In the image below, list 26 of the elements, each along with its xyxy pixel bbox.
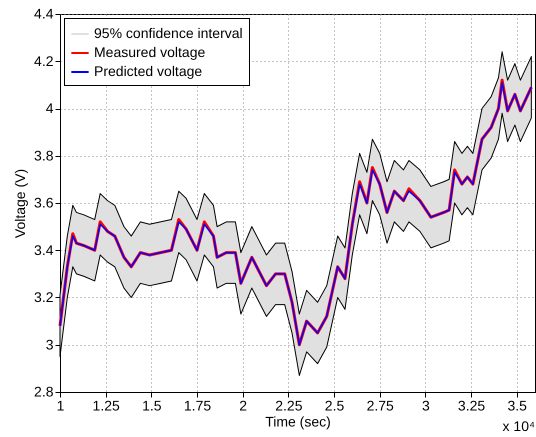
x-tick-label: 3 (422, 398, 430, 414)
y-tick-label: 3.4 (34, 242, 54, 258)
x-tick-label: 2.75 (366, 398, 394, 414)
y-tick-label: 3.8 (34, 147, 54, 164)
x-tick-label: 1.75 (184, 398, 212, 414)
x-tick-label: 3.5 (507, 398, 528, 414)
y-tick-label: 3 (46, 336, 54, 352)
y-tick-label: 3.6 (34, 194, 54, 210)
y-tick-label: 4 (46, 100, 54, 116)
y-tick-label: 4.2 (34, 52, 54, 69)
y-axis-title: Voltage (V) (12, 168, 28, 238)
y-tick-label: 3.2 (34, 289, 54, 305)
x-tick-label: 1 (56, 398, 65, 414)
x-tick-label: 1.25 (92, 398, 120, 414)
x-tick-label: 1.5 (142, 398, 162, 414)
x-tick-label: 2.25 (275, 398, 303, 414)
y-tick-label: 4.4 (34, 6, 54, 22)
x-tick-label: 3.25 (458, 398, 486, 414)
text: x 10⁴ (502, 418, 535, 434)
x-tick-label: 2 (239, 398, 248, 414)
y-tick-label: 2.8 (34, 384, 54, 400)
x-tick-label: 2.5 (324, 398, 344, 414)
legend-label: Predicted voltage (94, 63, 202, 79)
x-axis-title: Time (sec) (265, 414, 331, 430)
legend-label: Measured voltage (94, 44, 206, 60)
annotation: 95% confidence interval (94, 25, 243, 41)
